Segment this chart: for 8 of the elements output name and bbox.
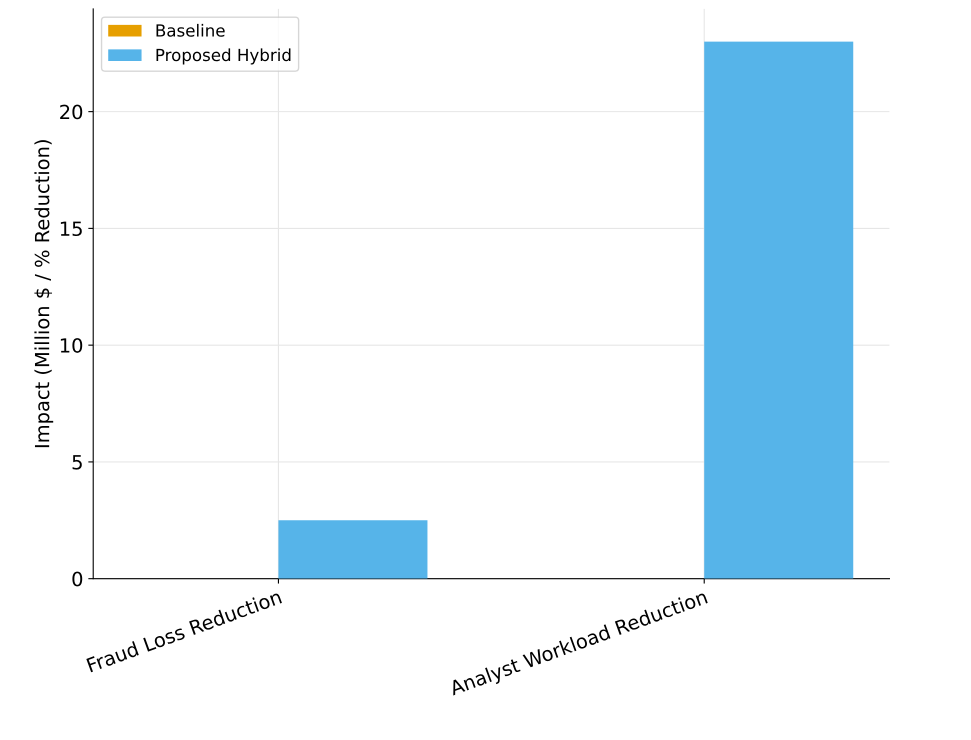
y-tick-label: 15 [60,222,82,236]
y-tick-label: 20 [60,104,82,120]
legend-label: Baseline [156,24,225,37]
y-tick-label: 0 [72,572,82,586]
y-tick-label: 5 [72,455,82,470]
legend-label: Proposed Hybrid [156,48,290,64]
y-tick-label: 10 [60,338,82,353]
y-axis-title: Impact (Million $ / % Reduction) [34,140,54,448]
